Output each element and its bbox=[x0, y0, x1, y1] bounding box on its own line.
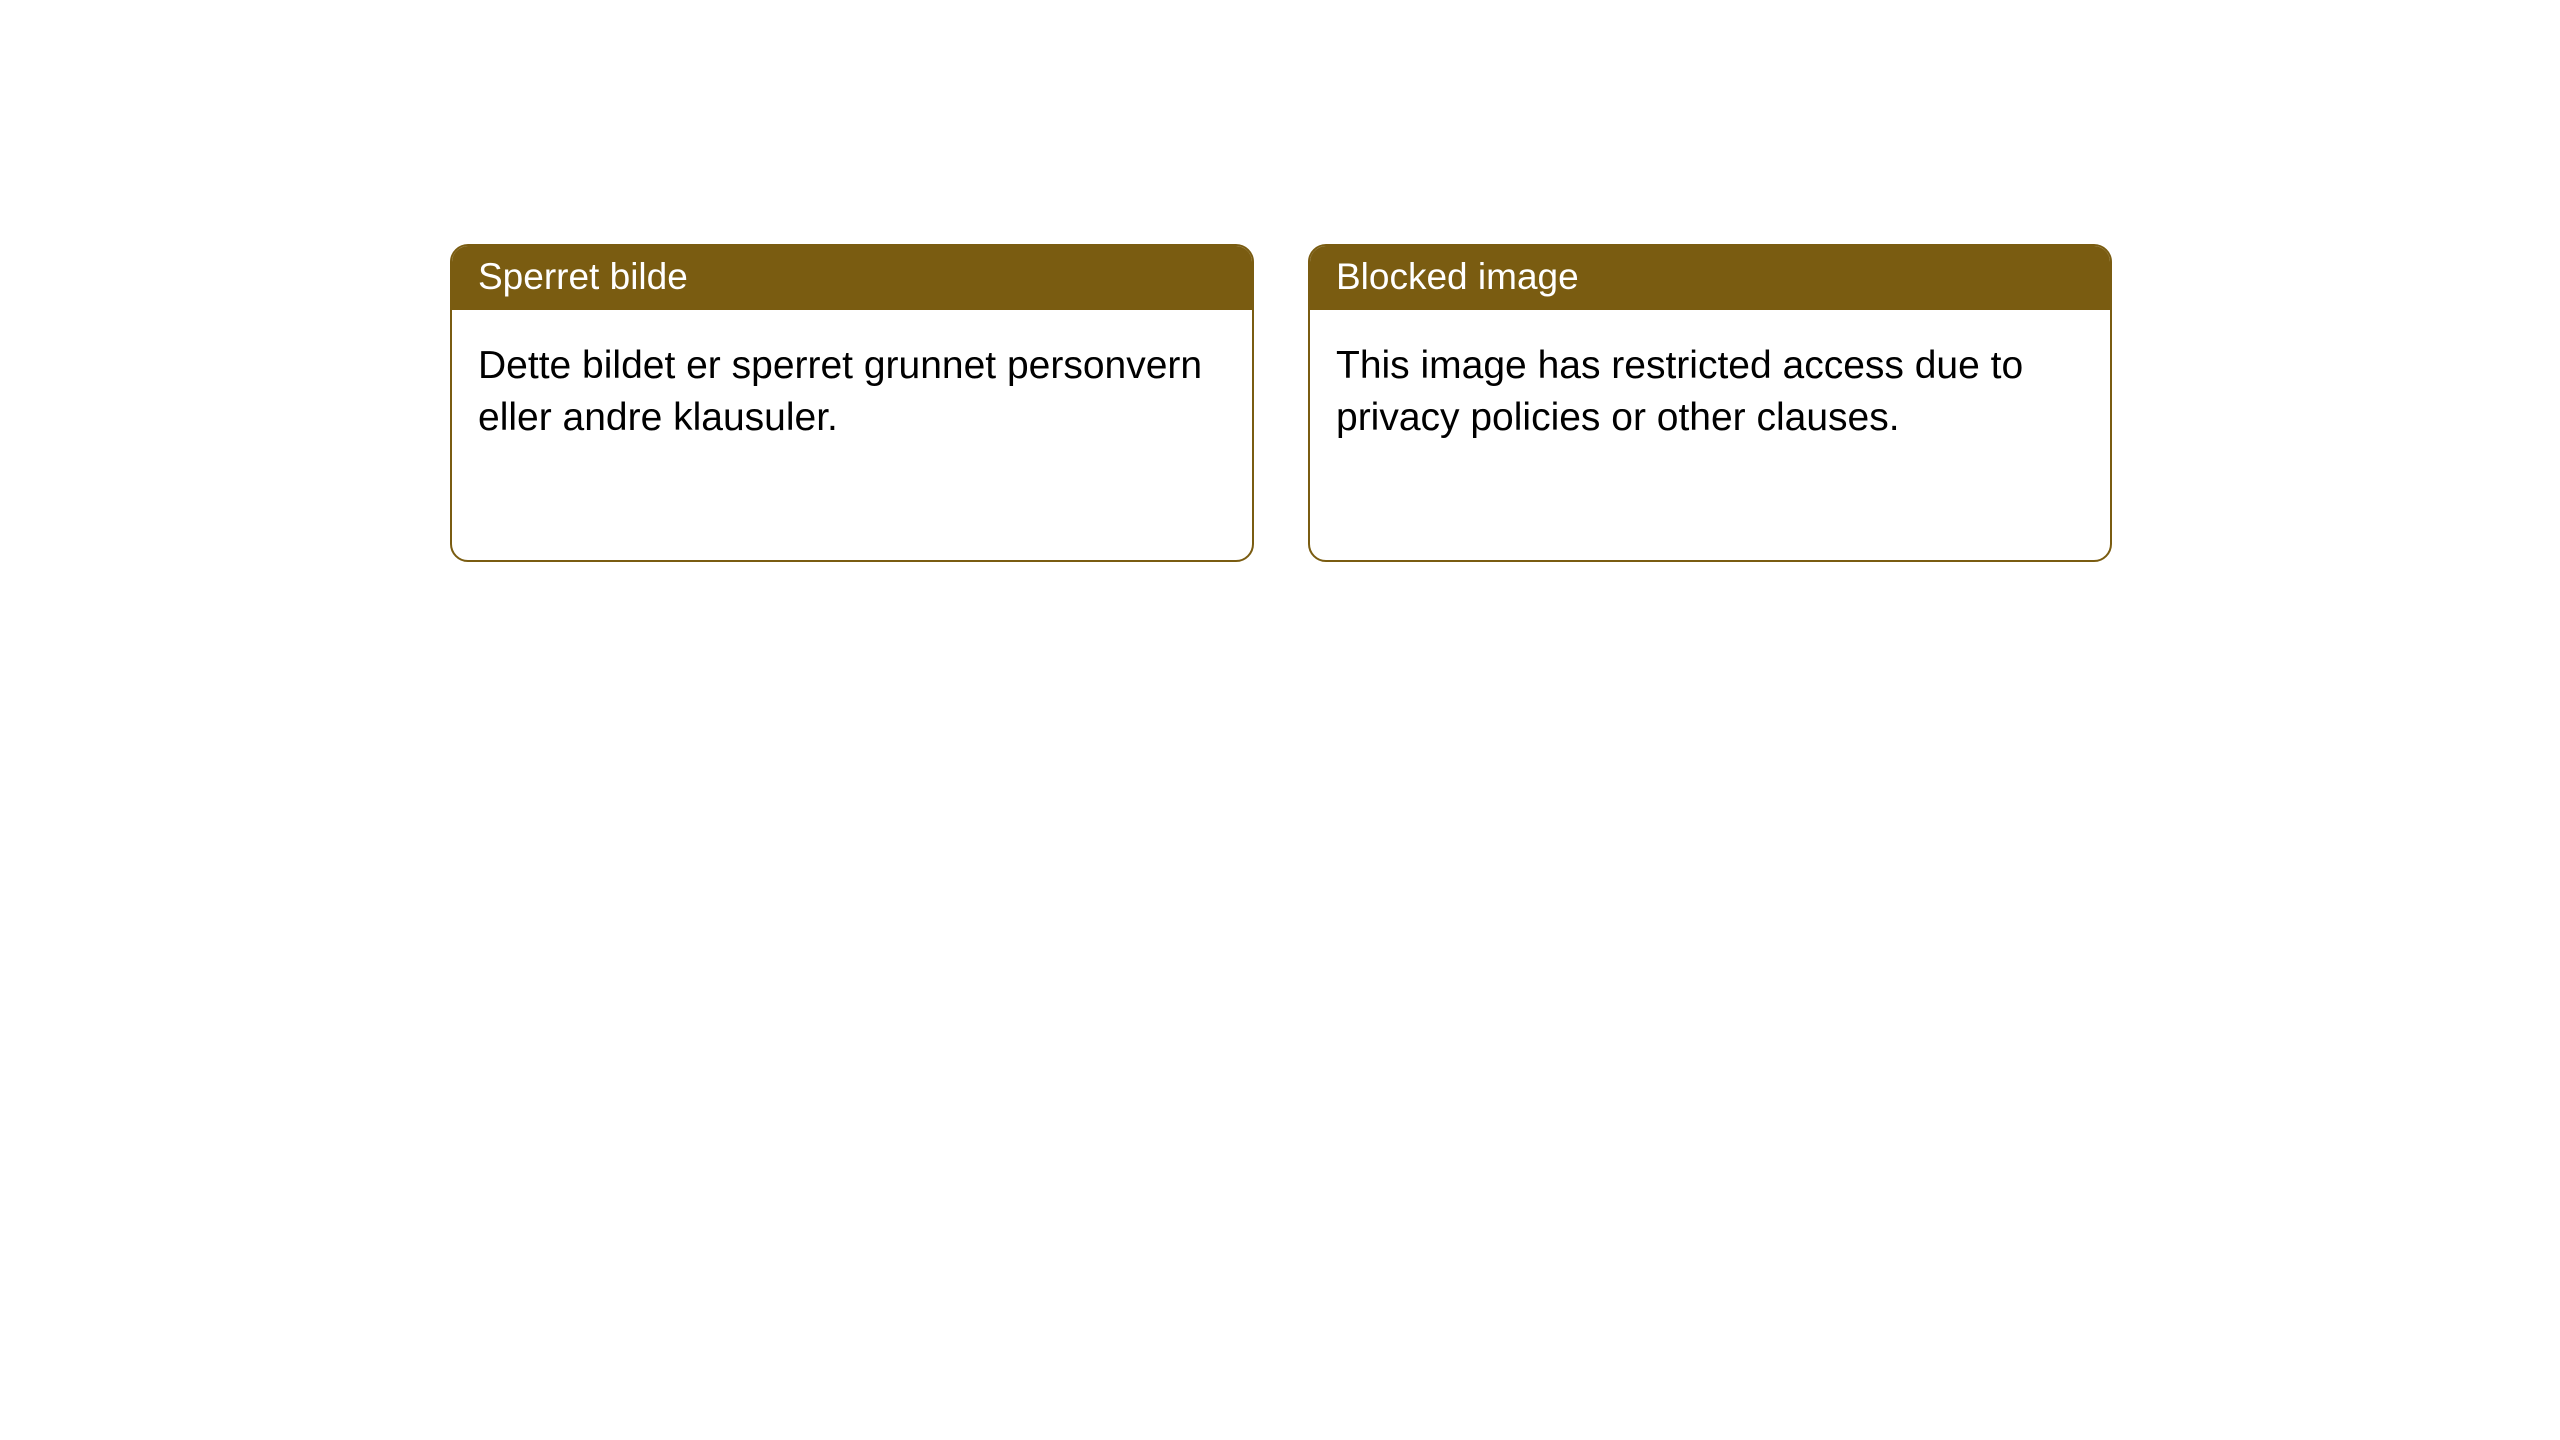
notice-body: This image has restricted access due to … bbox=[1310, 310, 2110, 560]
notice-header: Blocked image bbox=[1310, 246, 2110, 310]
notice-cards-container: Sperret bilde Dette bildet er sperret gr… bbox=[450, 244, 2112, 562]
notice-header: Sperret bilde bbox=[452, 246, 1252, 310]
notice-card-english: Blocked image This image has restricted … bbox=[1308, 244, 2112, 562]
notice-body: Dette bildet er sperret grunnet personve… bbox=[452, 310, 1252, 560]
notice-card-norwegian: Sperret bilde Dette bildet er sperret gr… bbox=[450, 244, 1254, 562]
